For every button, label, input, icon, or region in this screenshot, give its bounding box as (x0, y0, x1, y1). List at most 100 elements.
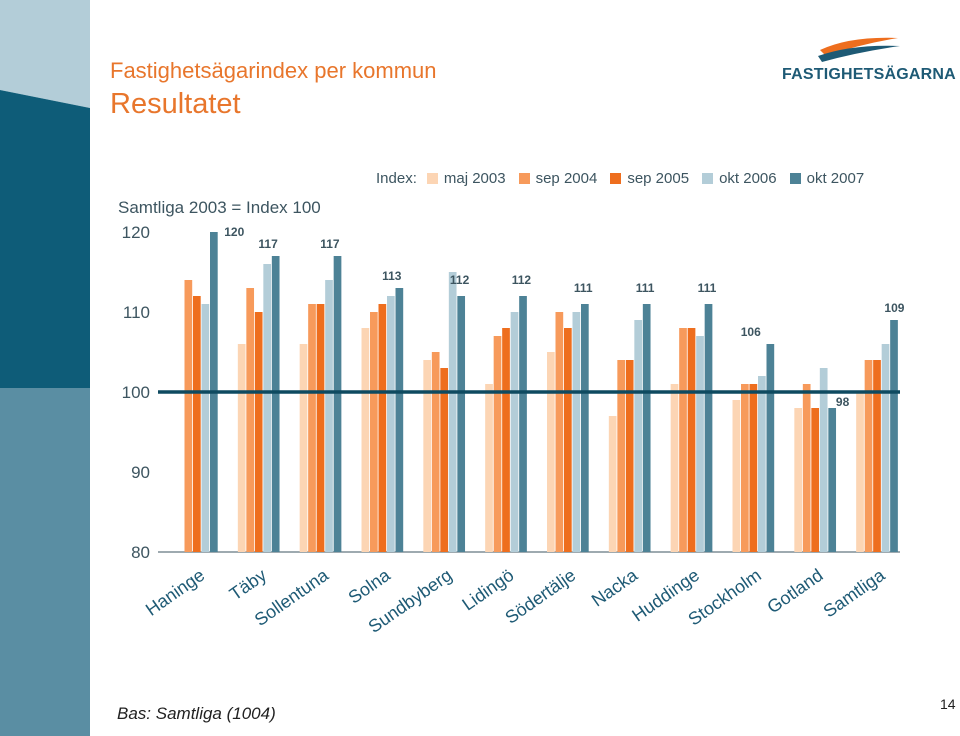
legend-label: sep 2004 (535, 170, 598, 187)
legend-swatch (789, 173, 801, 184)
x-tick-label: Gotland (764, 565, 827, 618)
bar (263, 264, 272, 552)
bar (766, 344, 775, 552)
y-tick-label: 80 (131, 543, 150, 562)
legend-title: Index: (376, 170, 417, 187)
bar (642, 304, 651, 552)
data-label: 111 (574, 281, 593, 295)
logo-icon (818, 37, 900, 62)
bar (687, 328, 696, 552)
bar (510, 312, 519, 552)
bar (201, 304, 210, 552)
bar (493, 336, 502, 552)
data-label: 112 (512, 273, 532, 287)
bar (802, 384, 811, 552)
bar (387, 296, 395, 552)
legend-item: okt 2007 (789, 170, 865, 187)
decor-stripe-light (0, 0, 90, 108)
data-label: 106 (741, 325, 761, 339)
bar (378, 304, 387, 552)
decor-stripe-dark (0, 90, 90, 388)
bar (254, 312, 263, 552)
bar (555, 312, 564, 552)
bar (564, 328, 572, 552)
bar (794, 408, 803, 552)
legend-label: maj 2003 (443, 170, 506, 187)
bar (864, 360, 873, 552)
bar (361, 328, 370, 552)
x-tick-label: Haninge (142, 565, 208, 620)
footer-note: Bas: Samtliga (1004) (117, 704, 276, 723)
bar (271, 256, 280, 552)
bar (890, 320, 898, 552)
legend-swatch (518, 173, 530, 184)
y-tick-label: 90 (131, 463, 150, 482)
y-tick-label: 110 (123, 303, 150, 322)
y-tick-label: 120 (122, 223, 150, 242)
data-label: 120 (224, 225, 244, 239)
decor-stripe-mid (0, 388, 90, 736)
bar (299, 344, 308, 552)
bar (749, 384, 758, 552)
bar (431, 352, 440, 552)
bar (246, 288, 255, 552)
legend-label: okt 2007 (806, 170, 865, 187)
bar (237, 344, 246, 552)
legend-swatch (702, 173, 714, 184)
bar (316, 304, 325, 552)
bar (395, 288, 404, 552)
bar (333, 256, 342, 552)
bar (704, 304, 713, 552)
bar (519, 296, 527, 552)
legend-label: sep 2005 (627, 170, 690, 187)
bar (193, 296, 201, 552)
bar (440, 368, 449, 552)
bar (856, 392, 864, 552)
bar (423, 360, 432, 552)
bar (572, 312, 581, 552)
y-tick-label: 100 (122, 383, 150, 402)
bar (741, 384, 749, 552)
bar (485, 384, 493, 552)
legend-item: okt 2006 (702, 170, 777, 187)
chart-legend: Index: maj 2003 sep 2004 sep 2005 okt 2006 o… (376, 170, 877, 187)
data-label: 112 (450, 273, 470, 287)
bar (873, 360, 881, 552)
legend-swatch (610, 173, 622, 184)
bar (634, 320, 643, 552)
bar (617, 360, 626, 552)
legend-item: sep 2005 (610, 170, 689, 187)
bar (457, 296, 466, 552)
data-label: 117 (258, 237, 278, 251)
data-label: 113 (382, 269, 402, 283)
bar (448, 272, 457, 552)
bar (184, 280, 193, 552)
x-tick-label: Solna (345, 564, 395, 607)
bar (547, 352, 555, 552)
baseline-note: Samtliga 2003 = Index 100 (118, 198, 321, 217)
bar (828, 408, 837, 552)
data-label: 109 (884, 301, 904, 315)
page-number: 14 (940, 696, 956, 712)
legend-item: sep 2004 (518, 170, 598, 187)
logo-wordmark: FASTIGHETSÄGARNA (782, 66, 956, 83)
bar (608, 416, 617, 552)
bar (308, 304, 316, 552)
bar (670, 384, 679, 552)
bar (679, 328, 687, 552)
data-label: 111 (698, 281, 717, 295)
x-tick-label: Täby (226, 565, 270, 604)
legend-item: maj 2003 (426, 170, 506, 187)
data-label: 117 (320, 237, 340, 251)
bar (819, 368, 828, 552)
slide-subtitle: Fastighetsägarindex per kommun (110, 58, 437, 83)
x-tick-label: Nacka (588, 564, 642, 610)
x-tick-label: Södertälje (501, 565, 579, 628)
bar (758, 376, 766, 552)
bar (625, 360, 634, 552)
data-label: 98 (836, 395, 850, 409)
bar (370, 312, 378, 552)
slide-title: Resultatet (110, 88, 241, 120)
